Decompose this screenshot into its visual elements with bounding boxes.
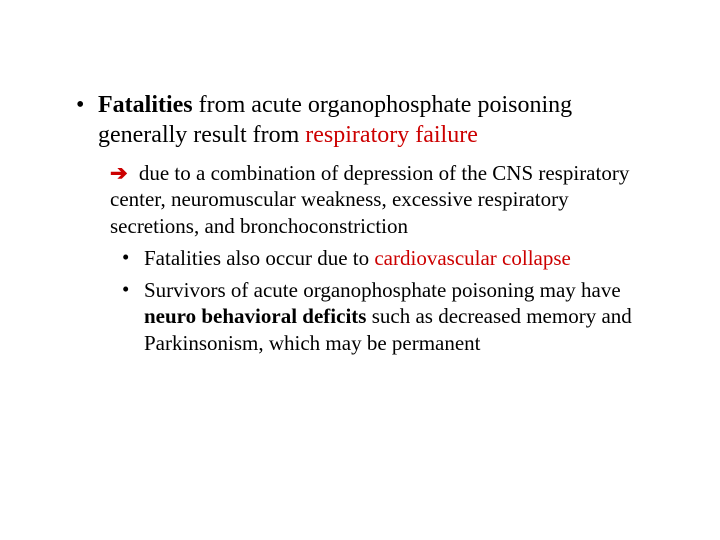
bullet-marker: • [70,90,98,120]
text-segment: Fatalities also occur due to [144,246,374,270]
bullet-text-1: Fatalities from acute organophosphate po… [98,90,650,150]
bullet-marker: • [122,245,144,270]
bullet-item-3: • Survivors of acute organophosphate poi… [110,277,650,356]
arrow-line: ➔ due to a combination of depression of … [110,160,650,239]
cardiovascular-collapse: cardiovascular collapse [374,246,571,270]
bullet-item-2: • Fatalities also occur due to cardiovas… [110,245,650,271]
sub-content: ➔ due to a combination of depression of … [70,160,650,356]
arrow-icon: ➔ [110,161,128,185]
bullet-marker: • [122,277,144,302]
bullet-text-3: Survivors of acute organophosphate poiso… [144,277,650,356]
respiratory-failure: respiratory failure [305,122,478,148]
bullet-text-2: Fatalities also occur due to cardiovascu… [144,245,650,271]
fatalities-word: Fatalities [98,92,193,118]
bullet-item-1: • Fatalities from acute organophosphate … [70,90,650,150]
neuro-deficits: neuro behavioral deficits [144,304,372,328]
text-segment: Survivors of acute organophosphate poiso… [144,278,621,302]
sub-explanation: due to a combination of depression of th… [110,161,629,238]
